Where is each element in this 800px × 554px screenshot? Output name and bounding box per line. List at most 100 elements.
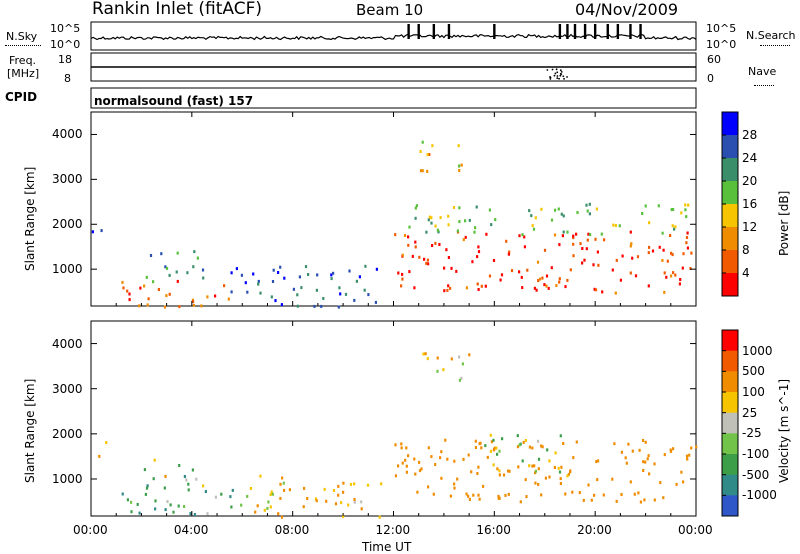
velocity-cell <box>280 515 284 519</box>
power-cell <box>587 232 590 236</box>
power-cell <box>223 284 226 288</box>
velocity-cell <box>337 493 340 497</box>
velocity-cell <box>669 449 673 453</box>
velocity-cell <box>493 447 496 451</box>
power-cell <box>375 267 378 271</box>
velocity-cell <box>154 499 157 503</box>
nsky-series-line <box>90 33 697 41</box>
velocity-cell <box>405 446 408 450</box>
velocity-cell <box>420 467 423 471</box>
velocity-cell <box>504 493 507 497</box>
power-cell <box>494 218 497 222</box>
x-axis-title: Time UT <box>362 540 412 554</box>
velocity-colorbar-swatch <box>722 433 738 455</box>
power-cell <box>583 258 586 262</box>
velocity-cell <box>486 455 489 459</box>
velocity-cell <box>688 453 691 457</box>
power-cell <box>122 286 125 290</box>
velocity-cell <box>643 498 646 502</box>
nave-point <box>559 74 562 77</box>
velocity-cell <box>559 482 562 485</box>
power-cell <box>523 245 526 249</box>
velocity-cell <box>130 510 133 514</box>
velocity-cell <box>474 439 477 443</box>
power-cell <box>631 256 634 260</box>
x-tick-label: 16:00 <box>476 523 511 537</box>
velocity-cell <box>633 492 636 496</box>
velocity-cell <box>138 511 141 515</box>
power-cell <box>338 286 341 290</box>
velocity-cell <box>337 484 340 488</box>
power-cell <box>344 292 348 296</box>
power-cell <box>484 284 487 288</box>
velocity-cell <box>587 483 590 487</box>
velocity-cell <box>279 482 282 486</box>
power-cell <box>414 216 417 220</box>
velocity-cell <box>467 453 470 457</box>
velocity-cell <box>418 460 421 464</box>
power-cell <box>240 273 243 277</box>
power-cell <box>558 280 561 284</box>
velocity-cell <box>456 477 459 481</box>
velocity-cell <box>440 476 443 480</box>
power-cell <box>332 271 335 275</box>
power-cell <box>292 287 295 291</box>
power-cell <box>476 282 479 286</box>
velocity-cell <box>230 505 233 509</box>
velocity-cell <box>496 467 499 471</box>
nsearch-tick-bottom: 10^0 <box>706 38 737 51</box>
velocity-cell <box>597 459 600 463</box>
velocity-cell <box>646 457 649 461</box>
velocity-cell <box>332 489 336 492</box>
power-cell <box>214 294 217 298</box>
velocity-colorbar-tick-label: 25 <box>742 405 758 420</box>
power-cell <box>684 203 687 207</box>
power-cell <box>588 202 591 206</box>
velocity-cell <box>220 492 223 496</box>
velocity-cell <box>631 449 634 453</box>
power-cell <box>682 252 685 256</box>
velocity-cell <box>282 481 285 485</box>
power-cell <box>128 292 131 296</box>
power-cell <box>630 242 633 246</box>
power-cell <box>558 243 561 247</box>
power-cell <box>603 238 606 242</box>
velocity-cell <box>187 482 190 486</box>
power-cell <box>168 292 171 296</box>
velocity-cell <box>637 491 640 495</box>
power-cell <box>666 259 669 263</box>
power-cell <box>518 270 521 274</box>
velocity-cell <box>620 493 623 496</box>
power-cell <box>477 250 481 254</box>
power-cell <box>280 303 283 307</box>
velocity-cell <box>566 474 569 478</box>
power-cell <box>427 218 430 222</box>
velocity-cell <box>204 490 207 493</box>
velocity-cell <box>314 497 318 501</box>
velocity-cell <box>474 446 477 449</box>
velocity-panel-frame <box>90 320 697 517</box>
power-cell <box>421 140 424 144</box>
power-cell <box>585 247 588 251</box>
power-cell <box>458 220 461 224</box>
velocity-cell <box>422 352 425 356</box>
power-cell <box>434 224 437 228</box>
power-cell <box>407 235 410 239</box>
velocity-cell <box>144 492 147 496</box>
power-cell <box>572 242 575 246</box>
x-tick-label: 08:00 <box>274 523 310 537</box>
velocity-cell <box>380 482 383 486</box>
velocity-cell <box>653 498 656 502</box>
velocity-cell <box>401 461 404 465</box>
power-cell <box>532 227 536 231</box>
power-cell <box>367 293 370 297</box>
velocity-cell <box>647 454 650 458</box>
velocity-cell <box>638 448 641 452</box>
nave-point <box>551 68 554 71</box>
velocity-cell <box>468 497 471 501</box>
velocity-cell <box>439 456 442 460</box>
nave-point <box>556 75 559 77</box>
power-cell <box>600 232 603 236</box>
velocity-cell <box>185 478 188 482</box>
power-cell <box>531 224 534 228</box>
